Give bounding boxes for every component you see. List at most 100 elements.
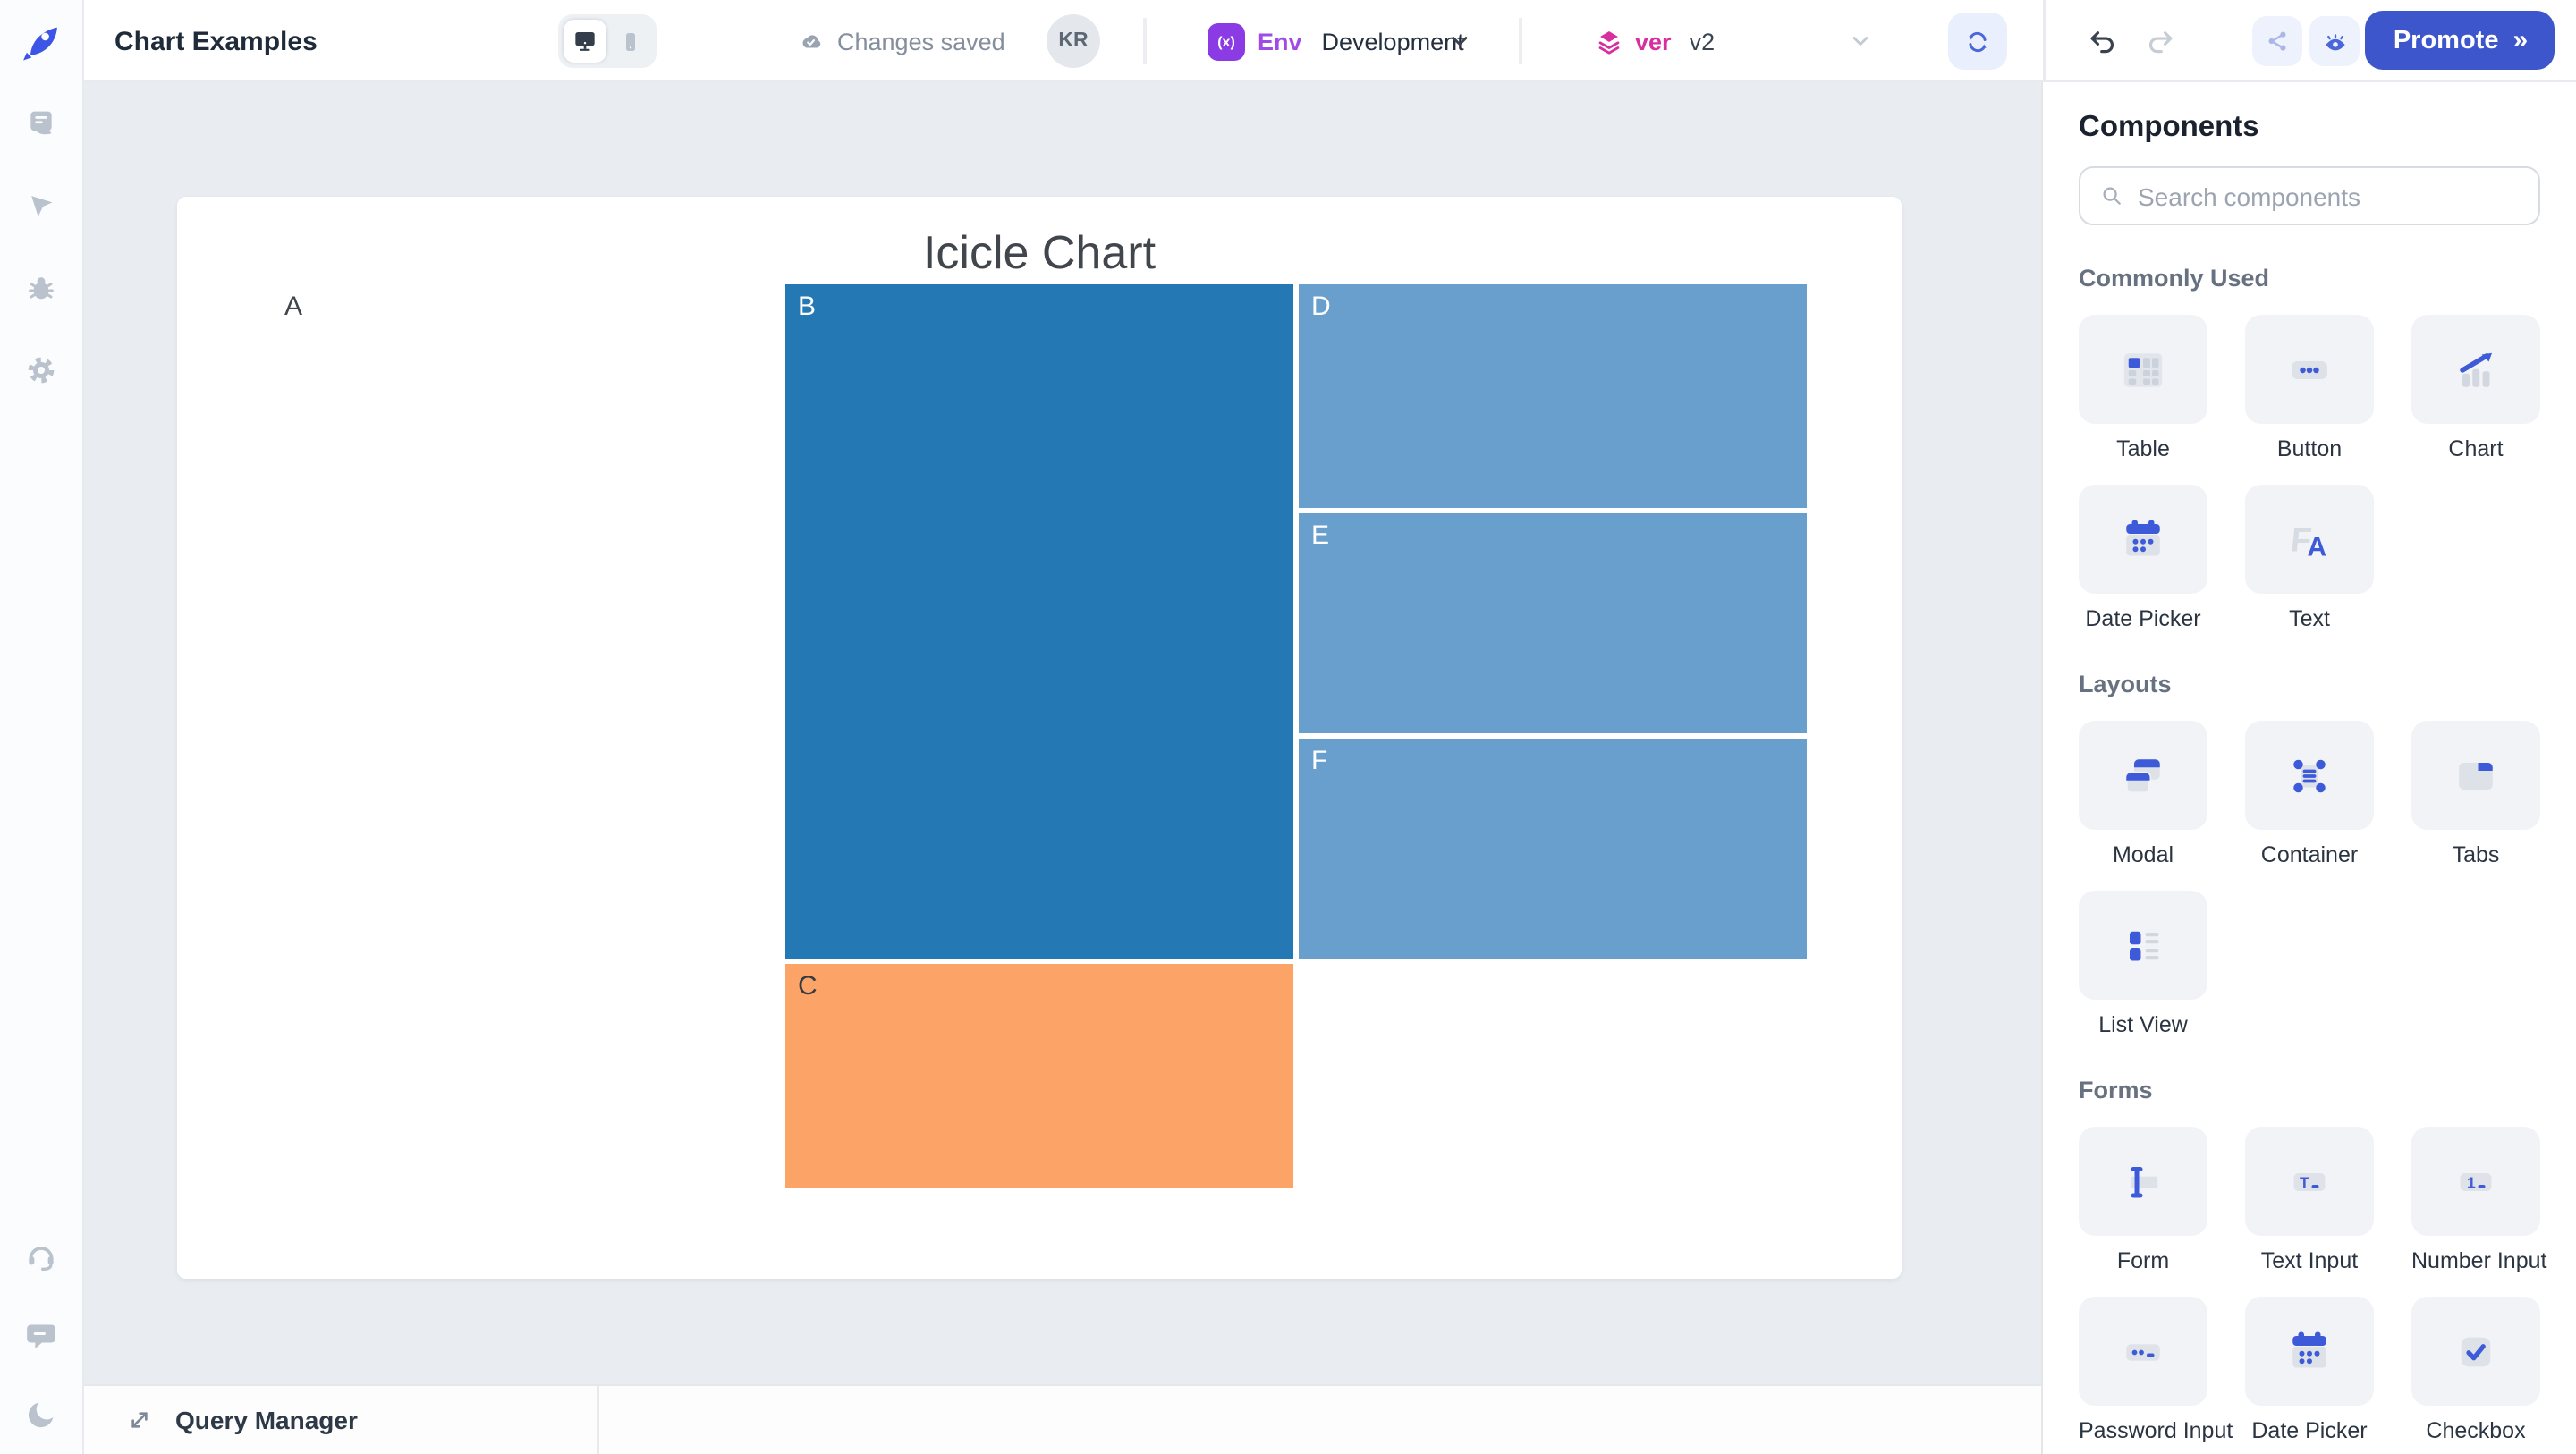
avatar[interactable]: KR [1046, 14, 1100, 68]
commonly-used-grid: Table Button Chart [2079, 292, 2540, 631]
tabs-icon [2459, 762, 2493, 789]
phone-icon [626, 32, 635, 50]
topbar: Chart Examples [84, 0, 2576, 82]
run-icon[interactable] [23, 188, 59, 224]
sidebar-nav [23, 106, 59, 388]
env-badge-icon: (x) [1208, 22, 1245, 60]
component-card-number-input[interactable]: 1 Number Input [2411, 1127, 2546, 1273]
divider [1519, 18, 1522, 64]
modal-icon [2124, 758, 2160, 794]
chart-icon [2460, 351, 2492, 386]
mobile-toggle[interactable] [609, 20, 652, 63]
rocket-logo[interactable] [17, 18, 65, 66]
double-chevron-icon: » [2512, 25, 2528, 55]
save-status: Changes saved [794, 0, 1005, 82]
section-forms: Forms [2079, 1077, 2153, 1103]
svg-text:T: T [2300, 1173, 2309, 1191]
divider [597, 1386, 599, 1454]
number-input-icon: 1 [2460, 1172, 2492, 1191]
component-card-modal[interactable]: Modal [2079, 721, 2207, 867]
version-selector[interactable]: ver v2 [1594, 0, 1715, 82]
support-icon[interactable] [23, 1239, 59, 1275]
icicle-cell-label: B [798, 292, 817, 322]
chevron-down-icon[interactable] [1447, 29, 1472, 54]
icicle-cell-C[interactable]: C [785, 964, 1293, 1188]
divider [1143, 18, 1147, 64]
icicle-cell-E[interactable]: E [1299, 512, 1807, 733]
debug-icon[interactable] [23, 270, 59, 306]
svg-text:F: F [2289, 520, 2313, 558]
icicle-cell-label: E [1311, 520, 1330, 551]
date-picker-icon [2292, 1331, 2326, 1367]
checkbox-icon [2461, 1336, 2491, 1366]
icicle-plot: A B D E F C [272, 284, 1807, 1188]
icicle-cell-D[interactable]: D [1299, 284, 1807, 508]
component-card-checkbox[interactable]: Checkbox [2411, 1297, 2540, 1443]
form-icon [2131, 1165, 2158, 1197]
pages-icon[interactable] [23, 106, 59, 141]
component-card-text-input[interactable]: T Text Input [2245, 1127, 2374, 1273]
desktop-toggle[interactable] [563, 20, 606, 63]
device-toggle[interactable] [558, 14, 657, 68]
expand-icon [131, 1412, 148, 1428]
search-input[interactable]: Search components [2079, 166, 2540, 225]
chart-component[interactable]: Icicle Chart A B D E F C [177, 197, 1902, 1279]
refresh-button[interactable] [1948, 13, 2007, 70]
save-status-text: Changes saved [837, 28, 1005, 55]
component-card-button[interactable]: Button [2245, 315, 2374, 461]
icicle-cell-label: D [1311, 292, 1331, 322]
query-manager-bar: Query Manager [84, 1384, 2041, 1454]
icicle-cell-A[interactable]: A [272, 284, 780, 1188]
components-panel-title: Components [2079, 111, 2259, 143]
environment-selector[interactable]: (x) Env Development [1208, 0, 1464, 82]
icicle-cell-label: C [798, 971, 818, 1002]
query-manager-toggle[interactable]: Query Manager [84, 1406, 358, 1434]
icicle-cell-F[interactable]: F [1299, 739, 1807, 959]
button-icon [2292, 360, 2327, 378]
component-card-table[interactable]: Table [2079, 315, 2207, 461]
redo-button[interactable] [2138, 20, 2181, 63]
chart-title: Icicle Chart [922, 225, 1157, 279]
layouts-grid: Modal Container Tabs [2079, 697, 2540, 1037]
component-card-date-picker-form[interactable]: Date Picker [2245, 1297, 2374, 1443]
icicle-cell-label: F [1311, 746, 1328, 776]
password-input-icon [2126, 1343, 2160, 1360]
monitor-icon [574, 32, 594, 51]
promote-button[interactable]: Promote » [2365, 11, 2555, 70]
text-input-icon: T [2293, 1172, 2326, 1191]
undo-button[interactable] [2080, 20, 2123, 63]
layers-icon [1598, 30, 1620, 54]
container-icon [2293, 758, 2326, 792]
chevron-down-icon[interactable] [1848, 29, 1873, 54]
editor-canvas[interactable]: Icicle Chart A B D E F C Query Manager [84, 82, 2041, 1454]
search-placeholder: Search components [2138, 182, 2361, 210]
list-view-icon [2130, 930, 2159, 960]
text-icon: F A [2289, 520, 2326, 562]
left-sidebar [0, 0, 84, 1454]
component-card-list-view[interactable]: List View [2079, 891, 2207, 1037]
svg-text:1: 1 [2467, 1173, 2476, 1191]
section-commonly-used: Commonly Used [2079, 265, 2270, 292]
chat-icon[interactable] [23, 1318, 59, 1354]
icicle-cell-B[interactable]: B [785, 284, 1293, 959]
redo-icon [2148, 30, 2172, 53]
component-card-tabs[interactable]: Tabs [2411, 721, 2540, 867]
component-card-date-picker[interactable]: Date Picker [2079, 485, 2207, 631]
dark-mode-icon[interactable] [23, 1397, 59, 1433]
component-card-form[interactable]: Form [2079, 1127, 2207, 1273]
query-manager-label: Query Manager [175, 1406, 358, 1434]
component-card-password-input[interactable]: Password Input [2079, 1297, 2233, 1443]
components-panel: Components Search components Commonly Us… [2041, 82, 2576, 1454]
share-icon [2268, 31, 2286, 51]
preview-button[interactable] [2309, 16, 2360, 66]
page-title: Chart Examples [114, 26, 318, 56]
component-card-chart[interactable]: Chart [2411, 315, 2540, 461]
share-button[interactable] [2252, 16, 2302, 66]
icicle-cell-label: A [284, 292, 303, 322]
component-card-text[interactable]: F A Text [2245, 485, 2374, 631]
cloud-check-icon [802, 34, 821, 47]
settings-icon[interactable] [23, 352, 59, 388]
component-card-container[interactable]: Container [2245, 721, 2374, 867]
table-icon [2123, 352, 2163, 386]
